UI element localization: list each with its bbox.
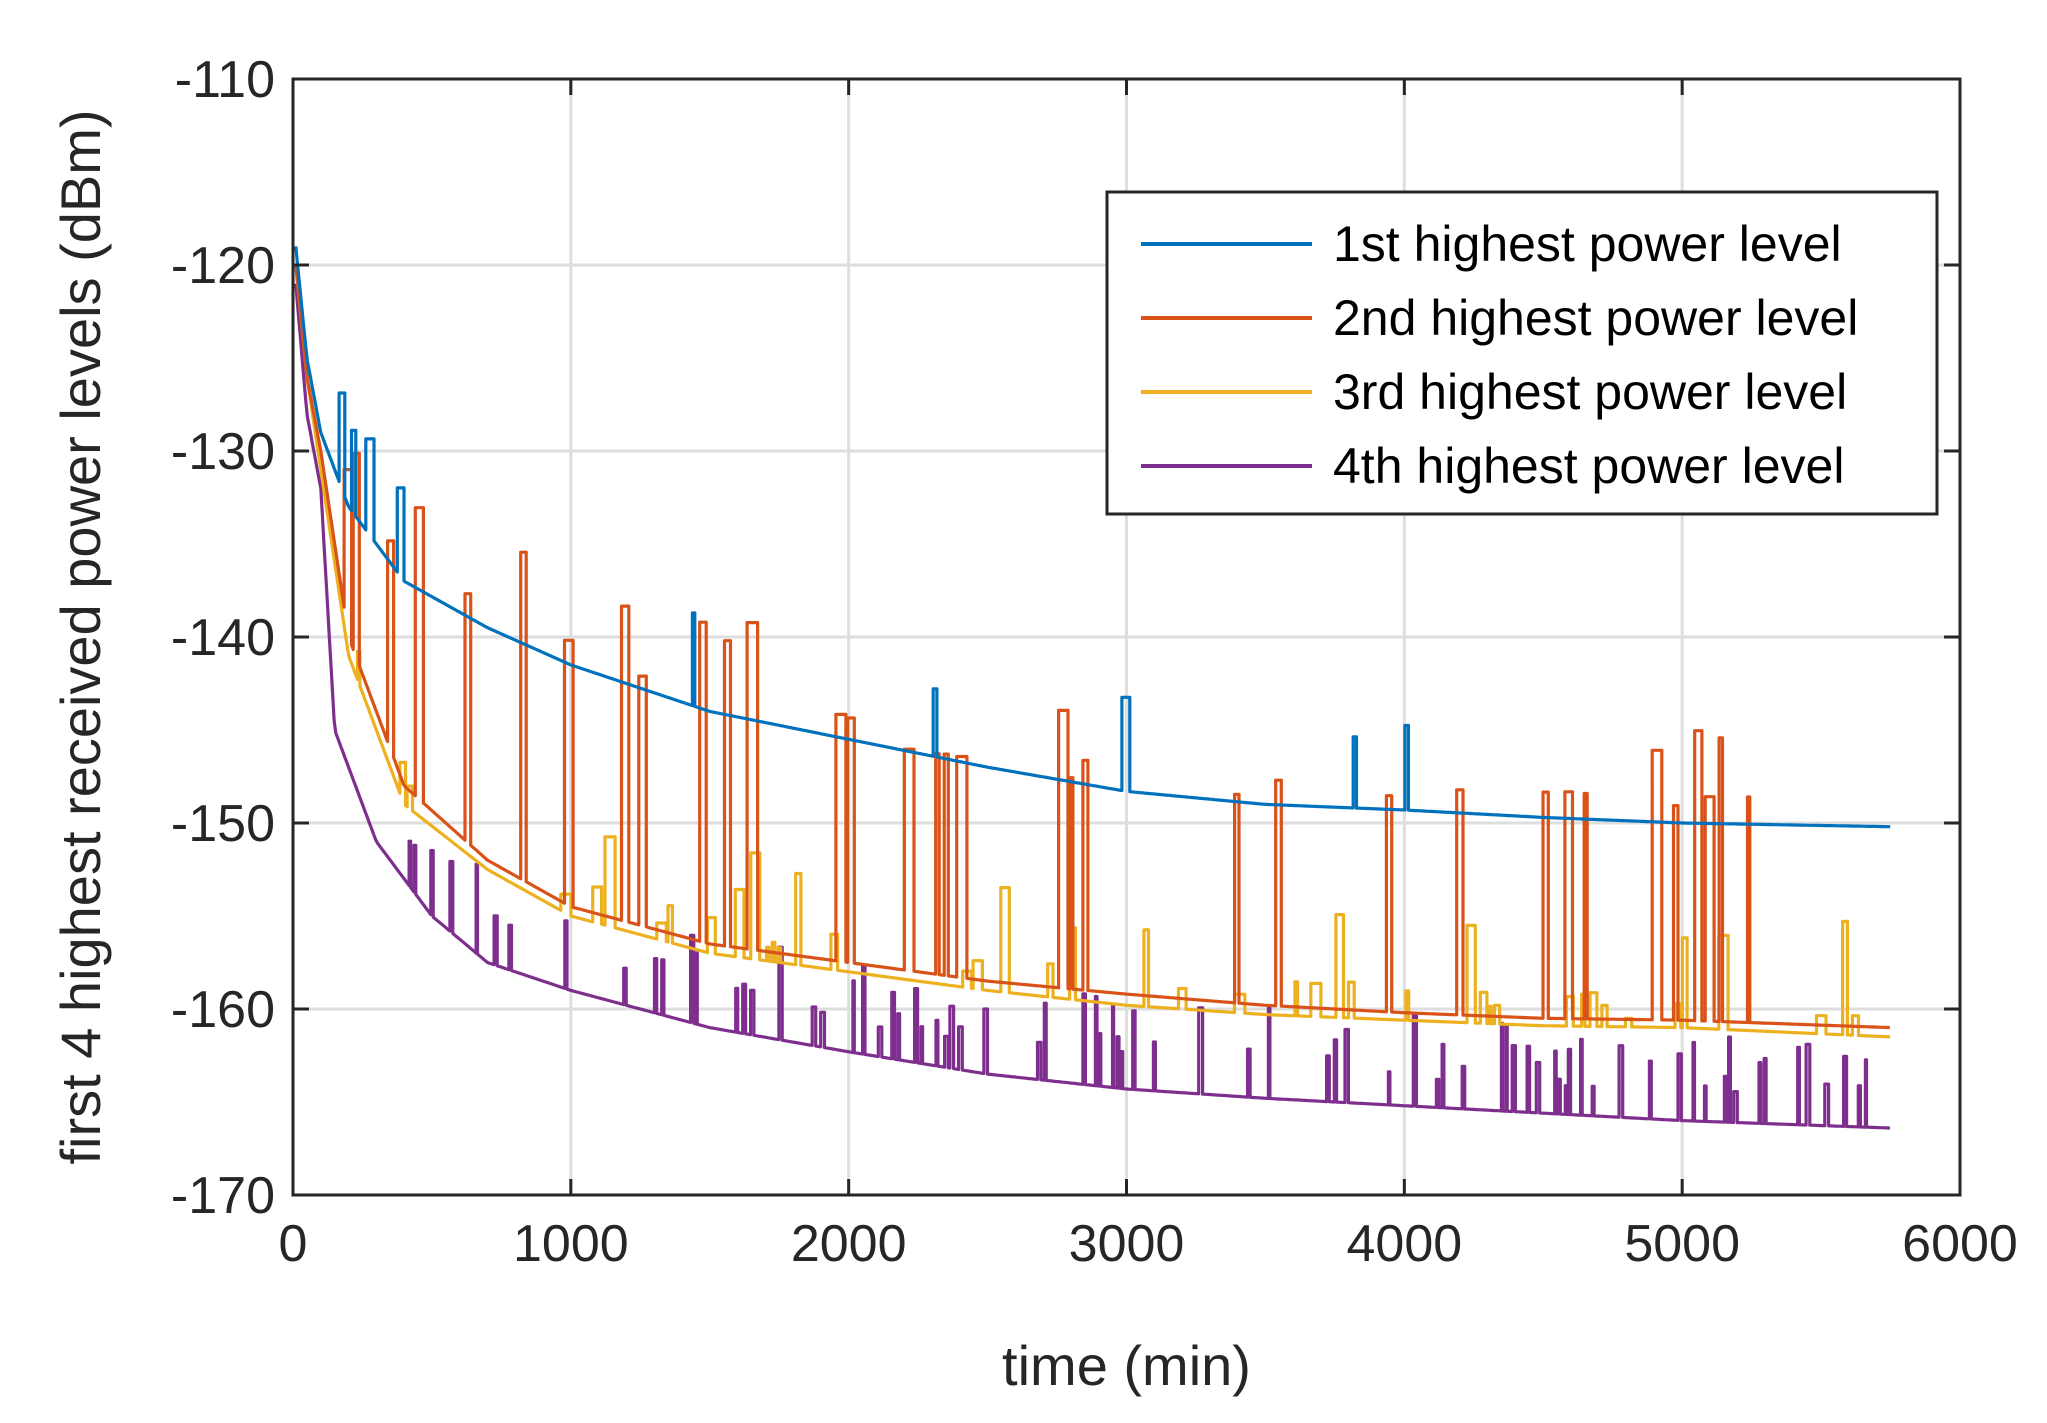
x-axis-label: time (min) [1002, 1334, 1251, 1397]
x-tick-label: 5000 [1624, 1215, 1740, 1273]
y-tick-label: -150 [171, 795, 275, 853]
x-tick-label: 0 [279, 1215, 308, 1273]
plot-series [294, 246, 1891, 1130]
y-tick-label: -130 [171, 423, 275, 481]
legend-label-1: 1st highest power level [1333, 216, 1842, 272]
legend: 1st highest power level 2nd highest power… [1105, 190, 1939, 516]
axes-frame [291, 77, 1962, 1197]
legend-label-2: 2nd highest power level [1333, 290, 1858, 346]
series-line-2 [294, 264, 1890, 1030]
y-tick-label: -110 [175, 51, 275, 109]
x-tick-label: 1000 [513, 1215, 629, 1273]
series-line-3 [294, 264, 1891, 1039]
y-tick-label: -160 [171, 981, 275, 1039]
y-tick-label: -170 [171, 1167, 275, 1225]
tick-labels: 0 1000 2000 3000 4000 5000 6000 -110 -120 -130 -14… [171, 51, 2018, 1273]
x-tick-label: 3000 [1069, 1215, 1185, 1273]
x-tick-label: 4000 [1346, 1215, 1462, 1273]
y-axis-label: first 4 highest received power levels (d… [49, 109, 112, 1164]
y-tick-label: -120 [171, 237, 275, 295]
legend-label-3: 3rd highest power level [1333, 364, 1847, 420]
series-line-4 [294, 283, 1890, 1130]
series-line-1 [294, 246, 1891, 829]
x-tick-label: 2000 [791, 1215, 907, 1273]
legend-label-4: 4th highest power level [1333, 438, 1844, 494]
x-tick-label: 6000 [1902, 1215, 2018, 1273]
y-tick-label: -140 [171, 609, 275, 667]
